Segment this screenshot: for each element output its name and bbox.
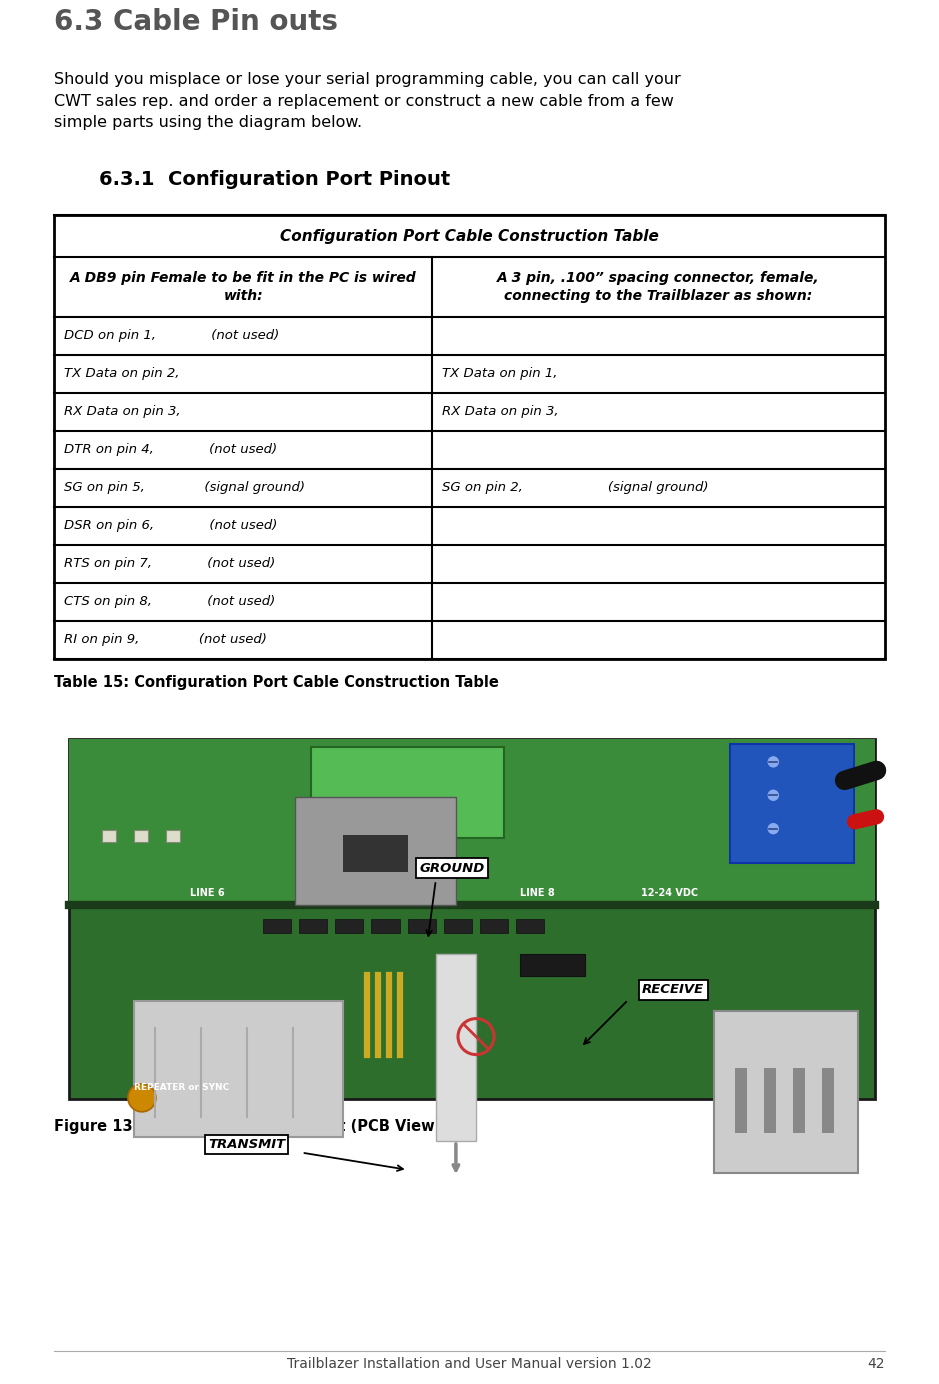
- Bar: [311, 747, 504, 839]
- Circle shape: [768, 757, 778, 767]
- Circle shape: [128, 1084, 156, 1111]
- Bar: [134, 1001, 343, 1138]
- Bar: [69, 739, 874, 1099]
- Bar: [714, 1012, 858, 1174]
- Bar: [735, 1068, 747, 1133]
- Bar: [295, 797, 456, 905]
- Bar: [408, 919, 436, 933]
- Circle shape: [768, 823, 778, 833]
- Text: RTS on pin 7,             (not used): RTS on pin 7, (not used): [65, 558, 276, 570]
- Bar: [730, 745, 854, 864]
- Text: TX Data on pin 2,: TX Data on pin 2,: [65, 368, 180, 381]
- Bar: [166, 830, 180, 841]
- Text: RI on pin 9,              (not used): RI on pin 9, (not used): [65, 634, 268, 646]
- Text: Configuration Port Cable Construction Table: Configuration Port Cable Construction Ta…: [280, 228, 659, 244]
- Bar: [444, 919, 472, 933]
- Text: 12-24 VDC: 12-24 VDC: [641, 887, 699, 898]
- Bar: [764, 1068, 776, 1133]
- Text: A 3 pin, .100” spacing connector, female,
connecting to the Trailblazer as shown: A 3 pin, .100” spacing connector, female…: [497, 271, 820, 303]
- Text: DTR on pin 4,             (not used): DTR on pin 4, (not used): [65, 443, 278, 457]
- Bar: [371, 919, 399, 933]
- Text: SG on pin 2,                    (signal ground): SG on pin 2, (signal ground): [442, 482, 709, 494]
- Circle shape: [768, 790, 778, 800]
- Text: CN21: CN21: [378, 797, 406, 805]
- Text: TRANSMIT: TRANSMIT: [208, 1138, 285, 1151]
- Bar: [54, 215, 885, 659]
- Bar: [436, 954, 476, 1140]
- Text: Table 15: Configuration Port Cable Construction Table: Table 15: Configuration Port Cable Const…: [54, 675, 500, 691]
- Text: TX Data on pin 1,: TX Data on pin 1,: [442, 368, 558, 381]
- Text: 6.3 Cable Pin outs: 6.3 Cable Pin outs: [54, 8, 338, 36]
- Text: LINE 6: LINE 6: [191, 887, 224, 898]
- Text: SG on pin 5,              (signal ground): SG on pin 5, (signal ground): [65, 482, 305, 494]
- Bar: [343, 835, 408, 872]
- Text: DSR on pin 6,             (not used): DSR on pin 6, (not used): [65, 519, 278, 533]
- Text: REPEATER or SYNC: REPEATER or SYNC: [134, 1082, 229, 1092]
- Text: GROUND: GROUND: [419, 862, 485, 875]
- Text: RX Data on pin 3,: RX Data on pin 3,: [65, 406, 181, 418]
- Text: 6.3.1  Configuration Port Pinout: 6.3.1 Configuration Port Pinout: [100, 170, 451, 190]
- Bar: [134, 830, 147, 841]
- Bar: [823, 1068, 834, 1133]
- Text: Should you misplace or lose your serial programming cable, you can call your
CWT: Should you misplace or lose your serial …: [54, 72, 681, 130]
- Text: RECEIVE: RECEIVE: [642, 983, 704, 996]
- Bar: [101, 830, 115, 841]
- Text: RX Data on pin 3,: RX Data on pin 3,: [442, 406, 559, 418]
- Text: A DB9 pin Female to be fit in the PC is wired
with:: A DB9 pin Female to be fit in the PC is …: [70, 271, 417, 303]
- Text: Figure 13: Serial Data Cable Pinout (PCB View): Figure 13: Serial Data Cable Pinout (PCB…: [54, 1120, 441, 1133]
- Bar: [793, 1068, 805, 1133]
- Text: DCD on pin 1,             (not used): DCD on pin 1, (not used): [65, 329, 280, 342]
- Bar: [480, 919, 508, 933]
- Bar: [516, 919, 545, 933]
- Bar: [69, 739, 874, 905]
- Bar: [520, 954, 585, 976]
- Text: LINE 8: LINE 8: [520, 887, 555, 898]
- Bar: [299, 919, 327, 933]
- Bar: [335, 919, 363, 933]
- Text: Trailblazer Installation and User Manual version 1.02: Trailblazer Installation and User Manual…: [287, 1356, 652, 1372]
- Bar: [263, 919, 291, 933]
- Text: 42: 42: [867, 1356, 885, 1372]
- Text: CTS on pin 8,             (not used): CTS on pin 8, (not used): [65, 595, 276, 609]
